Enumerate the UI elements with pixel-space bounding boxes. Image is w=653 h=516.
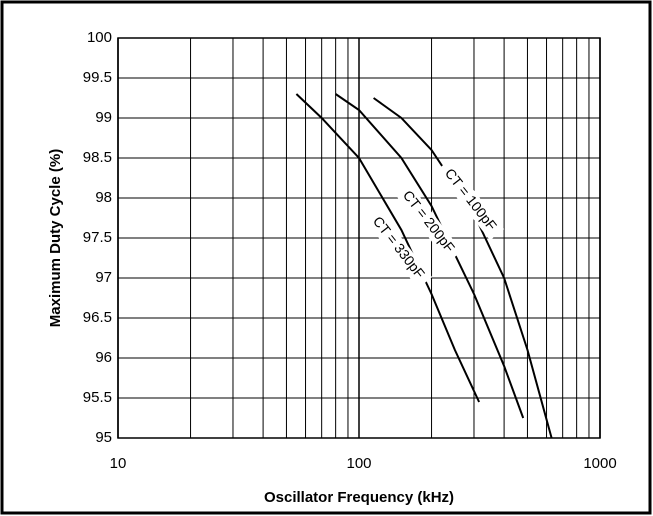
y-tick-label: 99.5 <box>83 69 112 86</box>
line <box>373 97 553 439</box>
line <box>295 93 481 403</box>
y-tick-label: 98.5 <box>83 149 112 166</box>
label-bg <box>393 181 463 263</box>
y-tick-label: 96 <box>95 349 112 366</box>
y-tick-label: 96.5 <box>83 309 112 326</box>
label-bg <box>435 159 505 241</box>
y-tick-label: 100 <box>87 29 112 46</box>
y-tick-label: 99 <box>95 109 112 126</box>
y-tick-label: 95.5 <box>83 389 112 406</box>
y-tick-label: 95 <box>95 429 112 446</box>
label-bg <box>363 207 433 289</box>
x-tick-label: 10 <box>110 455 127 472</box>
line <box>335 93 525 419</box>
y-tick-label: 98 <box>95 189 112 206</box>
y-tick-label: 97 <box>95 269 112 286</box>
x-tick-label: 100 <box>346 455 371 472</box>
plot-border <box>117 37 601 439</box>
x-axis-label: Oscillator Frequency (kHz) <box>264 489 454 506</box>
y-tick-label: 97.5 <box>83 229 112 246</box>
x-tick-label: 1000 <box>583 455 616 472</box>
curve-label: CT = 100pF <box>442 165 500 233</box>
y-axis-label: Maximum Duty Cycle (%) <box>47 149 64 327</box>
